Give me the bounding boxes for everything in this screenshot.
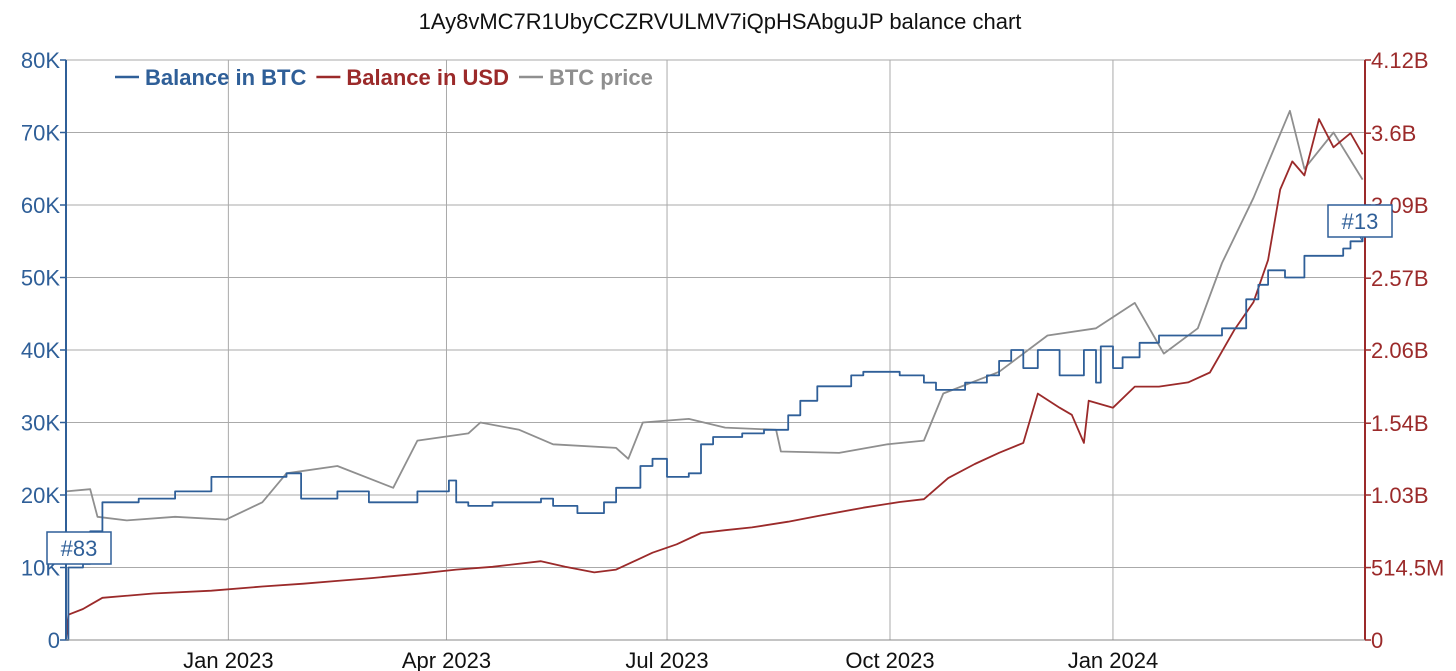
y-left-tick-label: 80K (21, 48, 60, 73)
y-right-tick-label: 514.5M (1371, 556, 1444, 581)
y-right-tick-label: 0 (1371, 628, 1383, 653)
annotation-label: #13 (1342, 209, 1379, 234)
y-left-tick-label: 20K (21, 483, 60, 508)
y-left-tick-label: 70K (21, 121, 60, 146)
x-tick-label: Apr 2023 (402, 648, 491, 671)
btc-balance-line (66, 237, 1364, 641)
y-right-tick-label: 1.54B (1371, 411, 1429, 436)
btc-price-line (65, 109, 1364, 522)
y-right-tick-label: 1.03B (1371, 483, 1429, 508)
chart-title: 1Ay8vMC7R1UbyCCZRVULMV7iQpHSAbguJP balan… (419, 9, 1022, 34)
y-left-tick-label: 0 (48, 628, 60, 653)
annotation-label: #83 (61, 536, 98, 561)
x-tick-label: Jan 2024 (1068, 648, 1159, 671)
y-right-tick-label: 2.57B (1371, 266, 1429, 291)
y-left-tick-label: 60K (21, 193, 60, 218)
legend-btc-price: BTC price (549, 65, 653, 90)
usd-balance-line (65, 118, 1364, 641)
chart-legend: Balance in BTC Balance in USD BTC price (115, 65, 653, 90)
grid-lines (66, 59, 1365, 641)
y-right-tick-label: 2.06B (1371, 338, 1429, 363)
annotation-box (46, 531, 112, 565)
y-right-tick-label: 4.12B (1371, 48, 1429, 73)
x-tick-label: Jul 2023 (625, 648, 708, 671)
y-left-tick-label: 40K (21, 338, 60, 363)
x-tick-label: Jan 2023 (183, 648, 274, 671)
annotations-layer: #83 #13 (46, 204, 1393, 565)
legend-btc-balance: Balance in BTC (145, 65, 306, 90)
x-tick-label: Oct 2023 (845, 648, 934, 671)
axes-layer: 010K20K30K40K50K60K70K80K0514.5M1.03B1.5… (21, 48, 1445, 671)
y-right-tick-label: 3.6B (1371, 121, 1416, 146)
series-layer (65, 109, 1364, 641)
annotation-box (1327, 204, 1393, 238)
legend-usd-balance: Balance in USD (346, 65, 509, 90)
y-left-tick-label: 50K (21, 266, 60, 291)
y-left-tick-label: 30K (21, 411, 60, 436)
